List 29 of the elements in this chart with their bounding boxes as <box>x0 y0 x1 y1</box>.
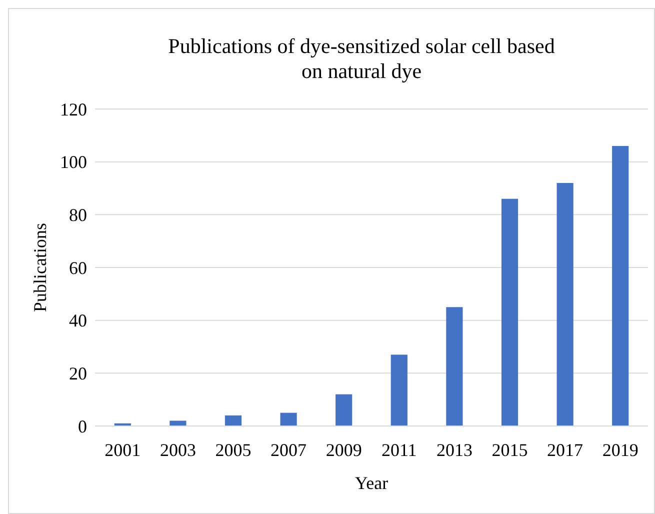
bar <box>280 412 297 426</box>
y-tick-label: 120 <box>60 99 87 120</box>
x-tick-label: 2001 <box>104 440 141 460</box>
y-tick-label: 80 <box>69 204 87 225</box>
y-tick-label: 40 <box>69 310 87 331</box>
x-tick-label: 2011 <box>381 440 417 460</box>
x-tick-label: 2019 <box>602 440 638 460</box>
x-tick-label: 2003 <box>160 440 196 460</box>
chart-title: Publications of dye-sensitized solar cell based on natural dye <box>168 34 556 83</box>
x-tick-label: 2007 <box>270 440 307 460</box>
bar <box>224 415 242 426</box>
bar <box>336 394 352 426</box>
x-tick-label: 2013 <box>436 440 472 460</box>
bar <box>556 182 574 426</box>
y-axis-title: Publications <box>30 223 50 312</box>
y-tick-label: 100 <box>60 152 87 172</box>
x-tick-label: 2015 <box>492 440 528 460</box>
x-tick-label: 2009 <box>326 440 362 460</box>
x-tick-label: 2017 <box>547 440 584 460</box>
bar <box>446 307 463 426</box>
x-tick-label: 2005 <box>215 440 252 460</box>
bar <box>612 146 629 426</box>
y-tick-label: 60 <box>69 258 87 278</box>
bar <box>170 420 186 426</box>
bar <box>501 198 518 426</box>
y-tick-label: 20 <box>69 363 87 384</box>
y-tick-label: 0 <box>78 416 87 436</box>
x-axis-title: Year <box>354 473 388 493</box>
bar <box>390 354 408 426</box>
